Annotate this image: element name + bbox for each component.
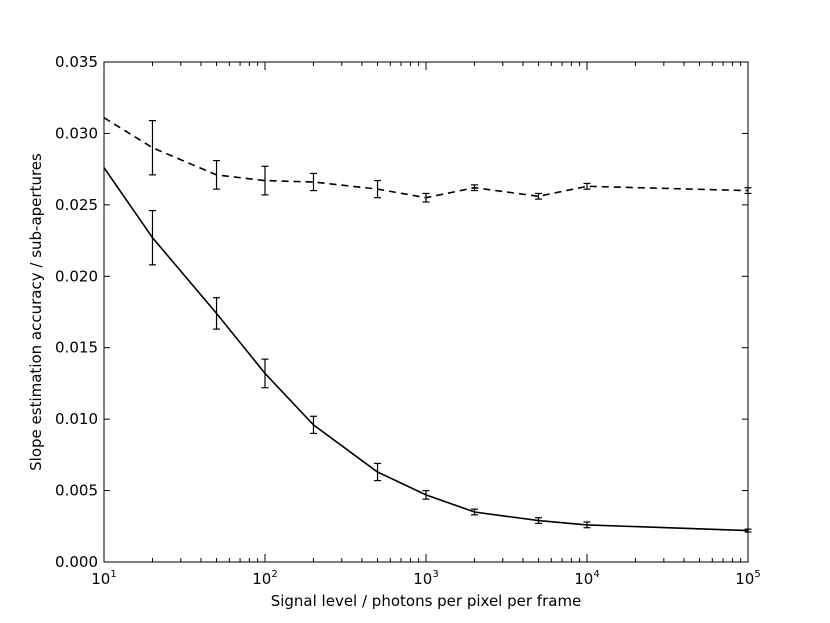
x-tick-label: 101 <box>91 569 116 588</box>
y-axis-label: Slope estimation accuracy / sub-aperture… <box>27 153 45 471</box>
y-tick-label: 0.025 <box>55 196 98 214</box>
ticks: 0.000 0.005 0.010 0.015 0.020 0.025 0.030 0.035… <box>55 53 761 588</box>
y-tick-label: 0.015 <box>55 339 98 357</box>
error-bar <box>535 192 543 200</box>
x-tick-label: 105 <box>735 569 760 588</box>
y-tick-label: 0.000 <box>55 553 98 571</box>
error-bar <box>422 489 430 500</box>
error-bar <box>583 521 591 529</box>
x-axis-label: Signal level / photons per pixel per fra… <box>271 592 582 610</box>
error-bar <box>261 358 269 389</box>
y-tick-label: 0.020 <box>55 267 98 285</box>
error-bar <box>583 182 591 190</box>
y-tick-label: 0.010 <box>55 410 98 428</box>
x-tick-label: 104 <box>574 569 599 588</box>
error-bar <box>535 517 543 525</box>
error-bar <box>374 179 382 199</box>
error-bar <box>422 192 430 203</box>
error-bar <box>309 172 317 192</box>
error-bar <box>261 165 269 196</box>
error-bar <box>148 209 156 266</box>
error-bar <box>470 184 478 192</box>
x-tick-label: 102 <box>252 569 277 588</box>
plot-area <box>103 117 752 533</box>
error-bar <box>374 462 382 482</box>
series-line-solid <box>103 167 749 532</box>
plot-frame <box>103 61 749 563</box>
y-tick-label: 0.005 <box>55 482 98 500</box>
x-tick-label: 103 <box>413 569 438 588</box>
series-line-dashed <box>103 117 749 199</box>
y-tick-label: 0.035 <box>55 53 98 71</box>
error-bar <box>309 415 317 435</box>
error-bar <box>213 297 221 330</box>
error-bar <box>213 159 221 190</box>
error-bar <box>148 119 156 176</box>
error-bar <box>470 508 478 516</box>
y-tick-label: 0.030 <box>55 124 98 142</box>
